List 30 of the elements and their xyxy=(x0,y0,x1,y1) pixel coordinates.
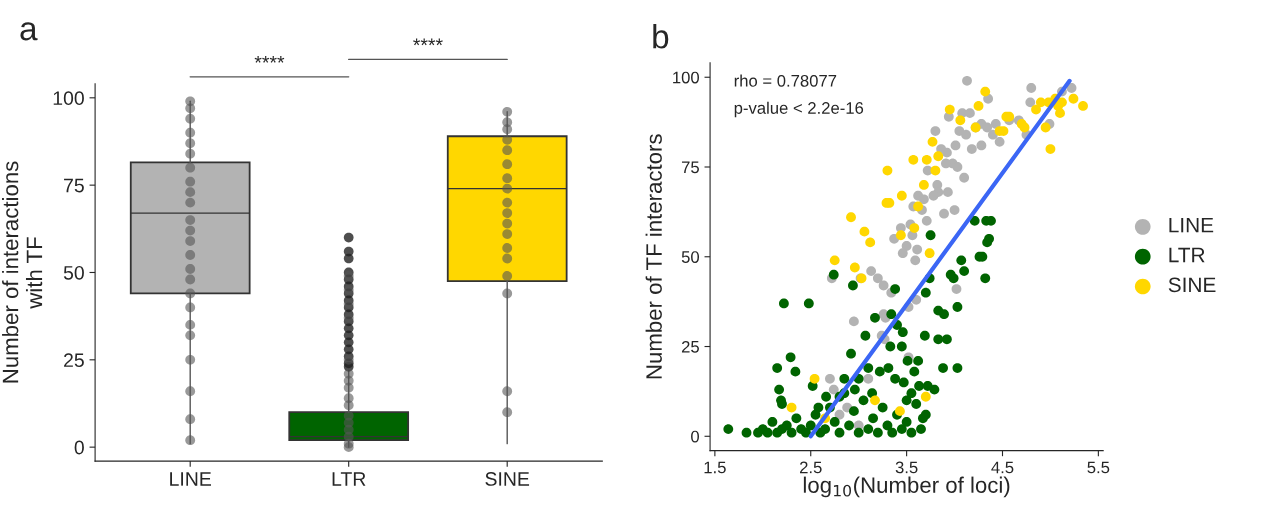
y-tick-label: 0 xyxy=(691,430,700,443)
legend-label: LINE xyxy=(1169,217,1214,233)
y-tick-label: 75 xyxy=(64,178,84,193)
x-tick-label: 3.5 xyxy=(895,461,918,474)
y-tick-label: 25 xyxy=(64,353,84,368)
y-tick-label: 75 xyxy=(681,161,699,174)
x-tick-label: SINE xyxy=(485,472,530,486)
x-tick-label: 2.5 xyxy=(800,461,822,474)
y-axis-title: Number of interactions with TF xyxy=(2,161,43,383)
x-tick-label: 4.5 xyxy=(991,461,1014,474)
text: **** xyxy=(413,38,443,46)
x-tick-label: LINE xyxy=(170,472,211,486)
legend-label: LTR xyxy=(1169,247,1205,263)
y-tick-label: 100 xyxy=(673,71,700,84)
y-tick-label: 50 xyxy=(63,265,84,280)
y-tick-label: 100 xyxy=(53,91,84,106)
annotation: rho = 0.78077 xyxy=(734,74,837,87)
annotation: p-value < 2.2e-16 xyxy=(734,101,864,118)
y-tick-label: 0 xyxy=(74,440,84,455)
x-tick-label: LTR xyxy=(332,472,366,486)
legend-label: SINE xyxy=(1168,277,1216,293)
y-tick-label: 50 xyxy=(681,251,700,263)
chart-title: a xyxy=(20,22,38,41)
chart-title: b xyxy=(653,24,669,49)
y-axis-title: Number of TF interactors xyxy=(645,134,662,379)
text: **** xyxy=(254,55,285,63)
y-tick-label: 25 xyxy=(681,340,699,353)
x-tick-label: 5.5 xyxy=(1087,461,1110,474)
x-tick-label: 1.5 xyxy=(704,461,726,474)
x-axis-title: log$_{10}$(Number of loci) xyxy=(803,476,1010,498)
